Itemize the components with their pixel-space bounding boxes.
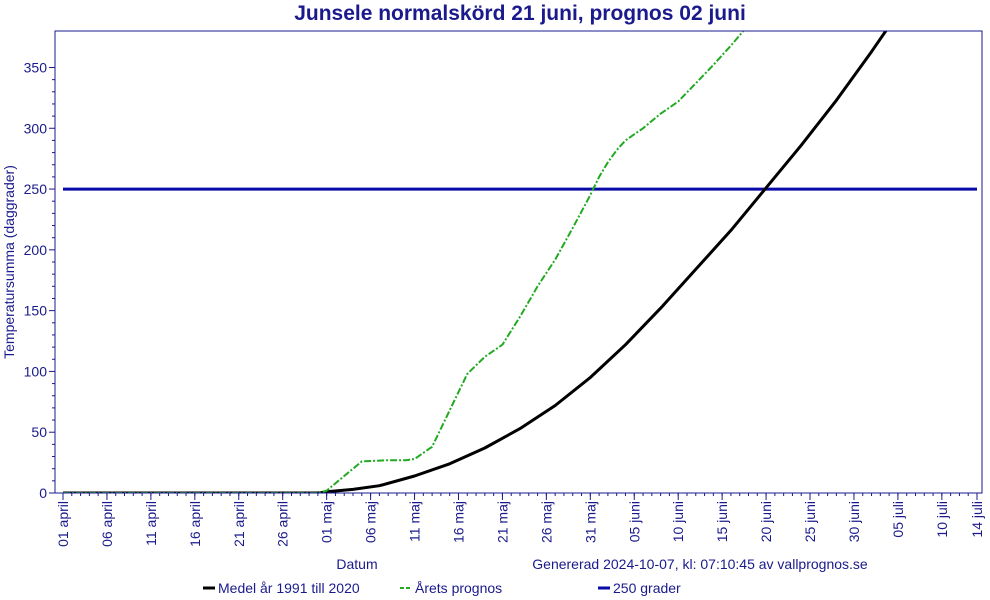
series-line-0 [63,31,888,493]
y-tick-label: 150 [24,303,48,319]
x-tick-label: 05 juni [626,501,642,542]
x-tick-label: 21 maj [494,501,510,543]
x-tick-label: 20 juni [758,501,774,542]
x-tick-label: 06 maj [363,501,379,543]
x-tick-label: 30 juni [846,501,862,542]
y-tick-label: 250 [24,181,48,197]
plot-lines [63,31,977,493]
legend-label: Medel år 1991 till 2020 [218,580,360,596]
x-tick-label: 01 april [55,501,71,547]
y-tick-label: 350 [24,59,48,75]
y-tick-label: 300 [24,120,48,136]
legend: Medel år 1991 till 2020 Årets prognos 250 … [203,580,681,596]
x-tick-label: 26 maj [538,501,554,543]
x-tick-label: 16 april [187,501,203,547]
x-tick-label: 21 april [231,501,247,547]
x-tick-label: 25 juni [802,501,818,542]
generated-note: Genererad 2024-10-07, kl: 07:10:45 av va… [532,556,868,572]
x-tick-label: 26 april [275,501,291,547]
legend-label: Årets prognos [415,580,502,596]
x-tick-label: 06 april [99,501,115,547]
x-tick-label: 10 juni [670,501,686,542]
y-tick-label: 0 [39,485,47,501]
x-tick-label: 31 maj [582,501,598,543]
x-tick-label: 10 juli [934,501,950,538]
x-axis-label: Datum [336,556,377,572]
y-axis-label: Temperatursumma (daggrader) [1,165,17,359]
x-tick-label: 11 april [143,501,159,546]
y-axis: 0 50 100 150 200 250 300 350 [24,59,55,501]
x-tick-label: 14 juli [969,501,985,538]
x-tick-label: 16 maj [450,501,466,543]
y-tick-label: 100 [24,363,48,379]
legend-label: 250 grader [613,580,681,596]
x-tick-label: 11 maj [407,501,423,542]
x-tick-label: 05 juli [890,501,906,538]
x-tick-label: 15 juni [714,501,730,542]
x-tick-label: 01 maj [319,501,335,543]
chart-title: Junsele normalskörd 21 juni, prognos 02 … [294,2,746,25]
x-axis: 01 april 06 april 11 april 16 april 21 april… [55,493,985,547]
y-tick-label: 50 [31,424,47,440]
y-tick-label: 200 [24,242,48,258]
